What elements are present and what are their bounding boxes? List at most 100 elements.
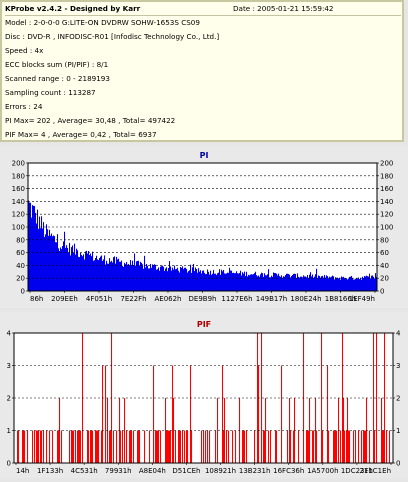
pi-sample-bar (116, 256, 118, 291)
pi-sample-bar (147, 265, 149, 291)
x-tick-label: D51CEh (172, 467, 200, 475)
pi-sample-bar (291, 276, 293, 291)
pi-sample-bar (49, 229, 51, 291)
pi-sample-bar (105, 264, 107, 291)
pif-sample-bar (175, 430, 177, 463)
pi-sample-bar (264, 273, 266, 291)
x-tick-label: 7E22Fh (120, 295, 146, 303)
pif-sample-bar (88, 430, 90, 463)
pif-sample-bar (335, 430, 337, 463)
pif-sample-bar (290, 430, 292, 463)
pi-sample-bar (230, 270, 232, 291)
pi-sample-bar (62, 246, 64, 291)
pi-sample-bar (318, 275, 320, 291)
y-tick-label: 120 (380, 211, 393, 219)
pi-sample-bar (214, 273, 216, 291)
x-tick-label: DE9B9h (189, 295, 217, 303)
pi-sample-bar (221, 269, 223, 291)
pi-sample-bar (109, 258, 111, 291)
pi-sample-bar (248, 274, 250, 291)
pi-sample-bar (352, 278, 354, 291)
pif-sample-bar (130, 430, 132, 463)
pi-sample-bar (54, 236, 56, 291)
pi-sample-bar (207, 269, 209, 291)
pif-sample-bar (226, 430, 228, 463)
pif-sample-bar (153, 365, 155, 463)
pi-sample-bar (111, 260, 113, 291)
pi-sample-bar (175, 269, 177, 291)
pi-sample-bar (271, 275, 273, 291)
pi-sample-bar (241, 275, 243, 291)
pi-sample-bar (212, 273, 214, 291)
pi-sample-bar (128, 264, 130, 291)
pif-sample-bar (242, 430, 244, 463)
pi-sample-bar (103, 259, 105, 291)
pi-sample-bar (40, 228, 42, 291)
pi-sample-bar (194, 271, 196, 291)
pif-sample-bar (289, 398, 291, 463)
pi-sample-bar (38, 228, 40, 291)
pi-sample-bar (138, 260, 140, 291)
pif-sample-bar (139, 430, 141, 463)
pi-sample-bar (107, 263, 109, 291)
pi-sample-bar (357, 278, 359, 291)
pi-sample-bar (72, 245, 74, 291)
pi-sample-bar (343, 276, 345, 291)
pif-sample-bar (268, 430, 270, 463)
pif-sample-bar (71, 430, 73, 463)
pi-sample-bar (354, 279, 356, 291)
y-tick-label: 1 (7, 427, 11, 435)
pi-sample-bar (295, 273, 297, 291)
pi-sample-bar (274, 273, 276, 291)
pif-sample-bar (384, 333, 386, 463)
pif-sample-bar (254, 430, 256, 463)
pi-sample-bar (321, 276, 323, 291)
pi-sample-bar (240, 270, 242, 291)
pi-sample-bar (97, 259, 99, 291)
x-tick-label: 4F051h (86, 295, 112, 303)
pi-sample-bar (46, 224, 48, 291)
pif-sample-bar (113, 430, 115, 463)
pi-sample-bar (37, 209, 39, 291)
app-title: KProbe v2.4.2 - Designed by Karr (5, 4, 141, 13)
pi-sample-bar (359, 279, 361, 291)
pi-sample-bar (329, 276, 331, 291)
pi-sample-bar (127, 264, 129, 291)
pi-sample-bar (322, 275, 324, 291)
pi-sample-bar (47, 229, 49, 291)
pif-y-axis-right: 0 1 2 3 4 (393, 330, 401, 468)
pif-sample-bar (98, 430, 100, 463)
pi-sample-bar (361, 279, 363, 291)
pi-sample-bar (187, 272, 189, 291)
pi-sample-bar (243, 273, 245, 291)
pi-sample-bar (275, 273, 277, 291)
y-tick-label: 180 (12, 172, 25, 180)
title-divider (5, 15, 401, 16)
pi-sample-bar (345, 278, 347, 291)
pif-sample-bar (96, 430, 98, 463)
pi-sample-bar (161, 266, 163, 291)
pif-sample-bar (222, 365, 224, 463)
scan-date: Date : 2005-01-21 15:59:42 (233, 4, 334, 13)
x-tick-label: 209EEh (51, 295, 78, 303)
pif-sample-bar (166, 430, 168, 463)
pif-sample-bar (78, 430, 80, 463)
pi-sample-bar (101, 255, 103, 291)
pi-sample-bar (360, 277, 362, 291)
pi-sample-bar (262, 273, 264, 291)
pi-sample-bar (232, 273, 234, 291)
pi-sample-bar (204, 272, 206, 291)
pi-sample-bar (182, 266, 184, 291)
pi-sample-bar (149, 268, 151, 291)
pi-sample-bar (197, 272, 199, 291)
y-tick-label: 3 (396, 362, 400, 370)
pi-sample-bar (335, 277, 337, 291)
x-tick-label: 79931h (105, 467, 132, 475)
pif-sample-bar (40, 430, 42, 463)
pif-sample-bar (61, 430, 63, 463)
pi-sample-bar (42, 228, 44, 291)
pi-sample-bar (143, 268, 145, 291)
info-line-pif-stats: PIF Max= 4 , Average= 0,42 , Total= 6937 (5, 130, 157, 139)
pi-sample-bar (57, 234, 59, 291)
pi-sample-bar (165, 268, 167, 291)
